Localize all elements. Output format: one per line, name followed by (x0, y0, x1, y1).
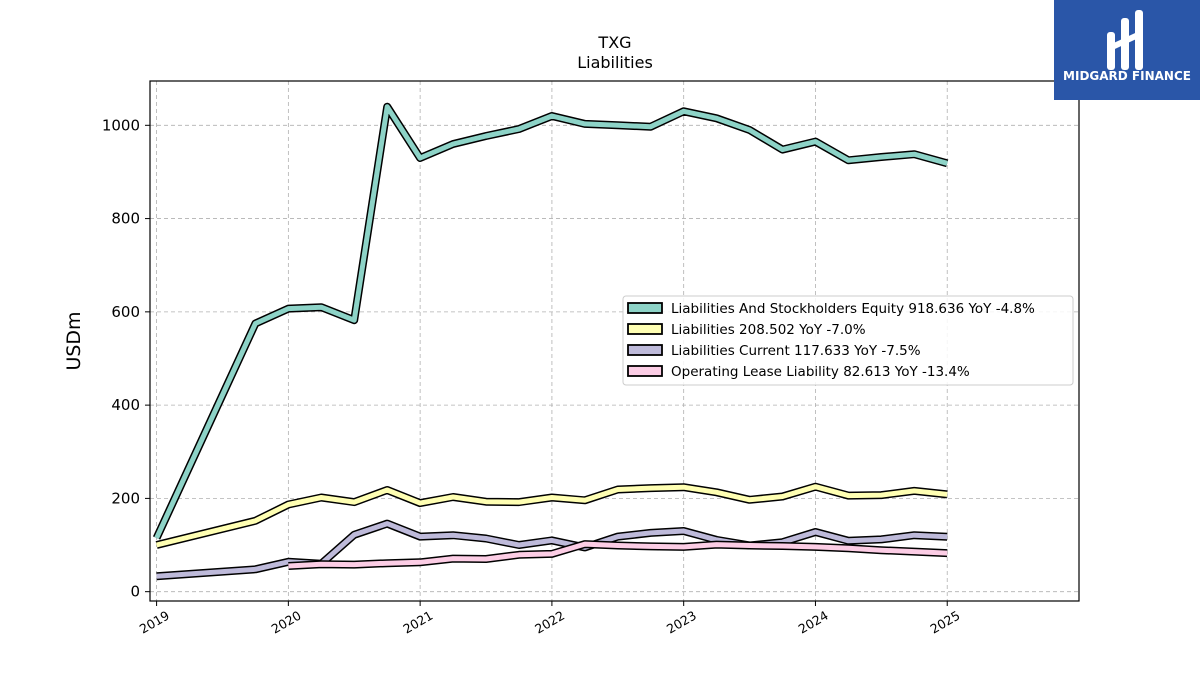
legend-swatch-4 (627, 365, 663, 377)
legend-swatch-2 (627, 323, 663, 335)
legend-label-1: Liabilities And Stockholders Equity 918.… (671, 301, 1035, 317)
series-lines (152, 102, 949, 581)
y-tick-label: 200 (111, 489, 140, 507)
y-tick-label: 0 (130, 583, 140, 601)
chart-subtitle: Liabilities (577, 53, 653, 72)
y-tick-label: 800 (111, 210, 140, 228)
legend-swatch-3 (627, 344, 663, 356)
series-line-4 (288, 541, 948, 569)
legend-box (622, 295, 1074, 386)
series-line-1 (154, 104, 948, 540)
brand-logo: MIDGARD FINANCE (1054, 0, 1200, 100)
legend: Liabilities And Stockholders Equity 918.… (622, 295, 1074, 386)
plot-frame (149, 80, 1080, 602)
y-tick-label: 1000 (102, 116, 140, 134)
series-line-2 (156, 484, 948, 548)
y-axis-label: USDm (63, 311, 85, 370)
y-tick-label: 400 (111, 396, 140, 414)
legend-label-3: Liabilities Current 117.633 YoY -7.5% (671, 343, 921, 359)
legend-label-4: Operating Lease Liability 82.613 YoY -13… (671, 364, 970, 380)
legend-label-2: Liabilities 208.502 YoY -7.0% (671, 322, 866, 338)
legend-swatch-1 (627, 302, 663, 314)
brand-name: MIDGARD FINANCE (1063, 69, 1191, 83)
chart-title: TXG (597, 33, 631, 52)
y-tick-label: 600 (111, 303, 140, 321)
brand-mark-icon (1107, 10, 1143, 70)
